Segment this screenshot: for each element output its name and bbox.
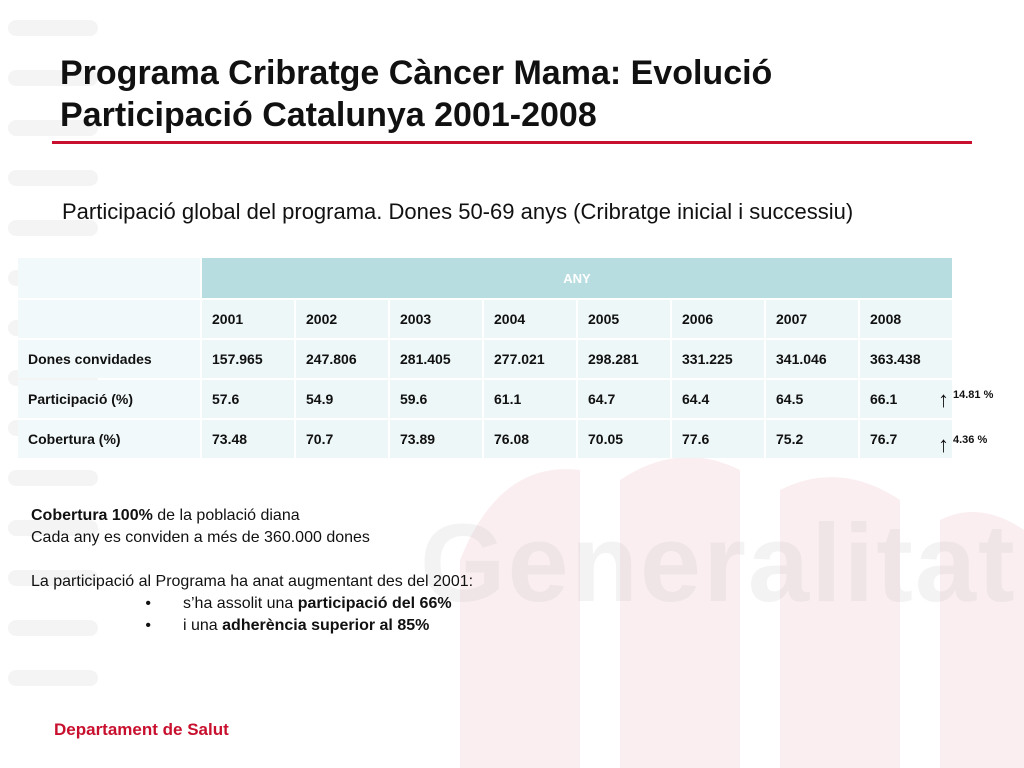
table-cell: 70.05 bbox=[578, 420, 670, 458]
table-cell: 54.9 bbox=[296, 380, 388, 418]
table-cell: 331.225 bbox=[672, 340, 764, 378]
any-header: ANY bbox=[202, 258, 952, 298]
cobertura-delta-value: 4.36 % bbox=[953, 434, 988, 446]
year-header: 2002 bbox=[296, 300, 388, 338]
bullet-pre: s’ha assolit una bbox=[183, 595, 298, 612]
table-cell: 61.1 bbox=[484, 380, 576, 418]
notes-line-trend: La participació al Programa ha anat augm… bbox=[31, 573, 474, 590]
participation-table: ANY 2001 2002 2003 2004 2005 2006 2007 2… bbox=[16, 256, 954, 460]
bullet-highlight: participació del 66% bbox=[297, 595, 452, 612]
watermark-text: Generalitat de Catalunya bbox=[420, 502, 1024, 625]
table-row: Participació (%) 57.6 54.9 59.6 61.1 64.… bbox=[18, 380, 952, 418]
title-underline bbox=[52, 141, 972, 144]
bullet-item: • s’ha assolit una participació del 66% bbox=[31, 593, 473, 615]
slide-title: Programa Cribratge Càncer Mama: Evolució… bbox=[60, 54, 773, 134]
row-label: Dones convidades bbox=[18, 340, 200, 378]
table-cell: 57.6 bbox=[202, 380, 294, 418]
arrow-up-icon: ↑ bbox=[938, 432, 949, 457]
table-years-row: 2001 2002 2003 2004 2005 2006 2007 2008 bbox=[18, 300, 952, 338]
table-cell: 73.48 bbox=[202, 420, 294, 458]
table-cell: 341.046 bbox=[766, 340, 858, 378]
table-corner-cell bbox=[18, 300, 200, 338]
table-row: Dones convidades 157.965 247.806 281.405… bbox=[18, 340, 952, 378]
table-cell: 277.021 bbox=[484, 340, 576, 378]
table-cell: 64.5 bbox=[766, 380, 858, 418]
notes-block: Cobertura 100% de la població diana Cada… bbox=[31, 505, 473, 637]
coverage-highlight: Cobertura 100% bbox=[31, 507, 153, 524]
table-cell: 298.281 bbox=[578, 340, 670, 378]
year-header: 2005 bbox=[578, 300, 670, 338]
table-caption: Participació global del programa. Dones … bbox=[62, 199, 854, 224]
year-header: 2001 bbox=[202, 300, 294, 338]
table-cell: 73.89 bbox=[390, 420, 482, 458]
table-row: Cobertura (%) 73.48 70.7 73.89 76.08 70.… bbox=[18, 420, 952, 458]
bullet-marker: • bbox=[145, 617, 151, 634]
year-header: 2006 bbox=[672, 300, 764, 338]
bullet-highlight: adherència superior al 85% bbox=[222, 617, 430, 634]
year-header: 2003 bbox=[390, 300, 482, 338]
bullet-text: i una adherència superior al 85% bbox=[183, 615, 429, 637]
coverage-rest: de la població diana bbox=[152, 507, 300, 524]
table-group-header-row: ANY bbox=[18, 258, 952, 298]
bullet-item: • i una adherència superior al 85% bbox=[31, 615, 473, 637]
arrow-up-icon: ↑ bbox=[938, 387, 949, 412]
table-cell: 76.08 bbox=[484, 420, 576, 458]
year-header: 2008 bbox=[860, 300, 952, 338]
table-corner-cell bbox=[18, 258, 200, 298]
notes-spacer bbox=[31, 549, 473, 571]
table-cell: 77.6 bbox=[672, 420, 764, 458]
bullet-marker: • bbox=[145, 595, 151, 612]
table-cell: 157.965 bbox=[202, 340, 294, 378]
table-cell: 64.7 bbox=[578, 380, 670, 418]
table-cell: 247.806 bbox=[296, 340, 388, 378]
table-cell: 75.2 bbox=[766, 420, 858, 458]
table-cell: 70.7 bbox=[296, 420, 388, 458]
table-cell: 281.405 bbox=[390, 340, 482, 378]
notes-line-invitations: Cada any es conviden a més de 360.000 do… bbox=[31, 529, 370, 546]
participacio-delta-value: 14.81 % bbox=[953, 389, 994, 401]
notes-line-coverage: Cobertura 100% de la població diana bbox=[31, 505, 473, 527]
bullet-pre: i una bbox=[183, 617, 223, 634]
cobertura-delta: ↑ 4.36 % bbox=[938, 434, 987, 456]
row-label: Participació (%) bbox=[18, 380, 200, 418]
year-header: 2007 bbox=[766, 300, 858, 338]
year-header: 2004 bbox=[484, 300, 576, 338]
table-cell: 66.1 bbox=[860, 380, 952, 418]
participacio-delta: ↑ 14.81 % bbox=[938, 389, 993, 411]
table-cell: 64.4 bbox=[672, 380, 764, 418]
bullet-text: s’ha assolit una participació del 66% bbox=[183, 593, 452, 615]
footer-department: Departament de Salut bbox=[54, 720, 229, 739]
row-label: Cobertura (%) bbox=[18, 420, 200, 458]
table-cell: 363.438 bbox=[860, 340, 952, 378]
table-cell: 59.6 bbox=[390, 380, 482, 418]
table-cell: 76.7 bbox=[860, 420, 952, 458]
